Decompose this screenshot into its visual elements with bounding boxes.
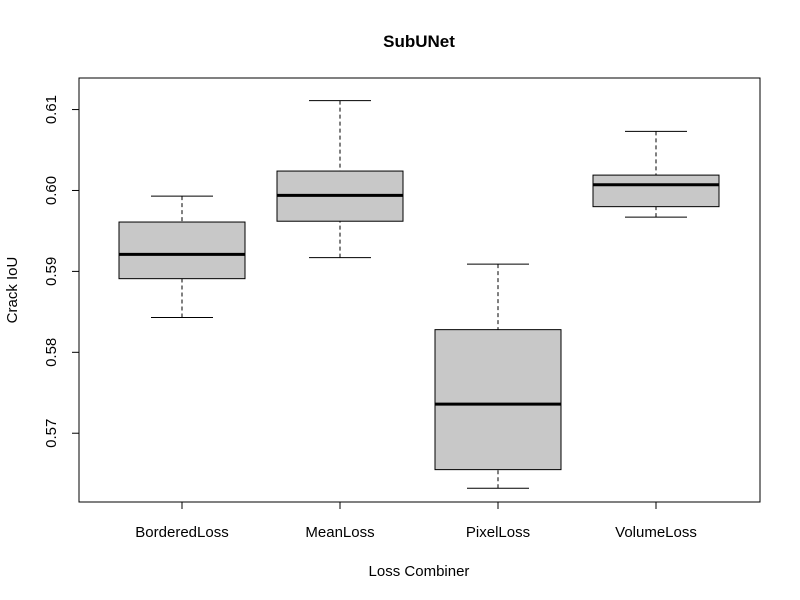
- y-tick-label: 0.61: [43, 95, 60, 124]
- y-tick-label: 0.58: [43, 338, 60, 367]
- y-tick-label: 0.57: [43, 419, 60, 448]
- chart-title: SubUNet: [383, 32, 455, 51]
- plot-area-frame: [78, 77, 761, 503]
- box-group-borderedloss: [118, 195, 246, 319]
- boxes-layer: [118, 100, 720, 489]
- box-group-pixelloss: [434, 263, 562, 489]
- iqr-box: [118, 221, 246, 280]
- x-axis: BorderedLoss MeanLoss PixelLoss VolumeLoss: [135, 502, 697, 541]
- x-tick-label: BorderedLoss: [135, 524, 228, 541]
- x-axis-label: Loss Combiner: [369, 563, 470, 580]
- y-axis-label: Crack IoU: [4, 257, 21, 324]
- y-tick-label: 0.60: [43, 176, 60, 205]
- y-axis: 0.57 0.58 0.59 0.60 0.61: [43, 95, 80, 448]
- box-group-meanloss: [276, 100, 404, 259]
- x-tick-label: PixelLoss: [466, 524, 530, 541]
- x-tick-label: VolumeLoss: [615, 524, 697, 541]
- iqr-box: [592, 174, 720, 208]
- iqr-box: [434, 329, 562, 471]
- y-tick-label: 0.59: [43, 257, 60, 286]
- x-tick-label: MeanLoss: [305, 524, 374, 541]
- box-group-volumeloss: [592, 130, 720, 218]
